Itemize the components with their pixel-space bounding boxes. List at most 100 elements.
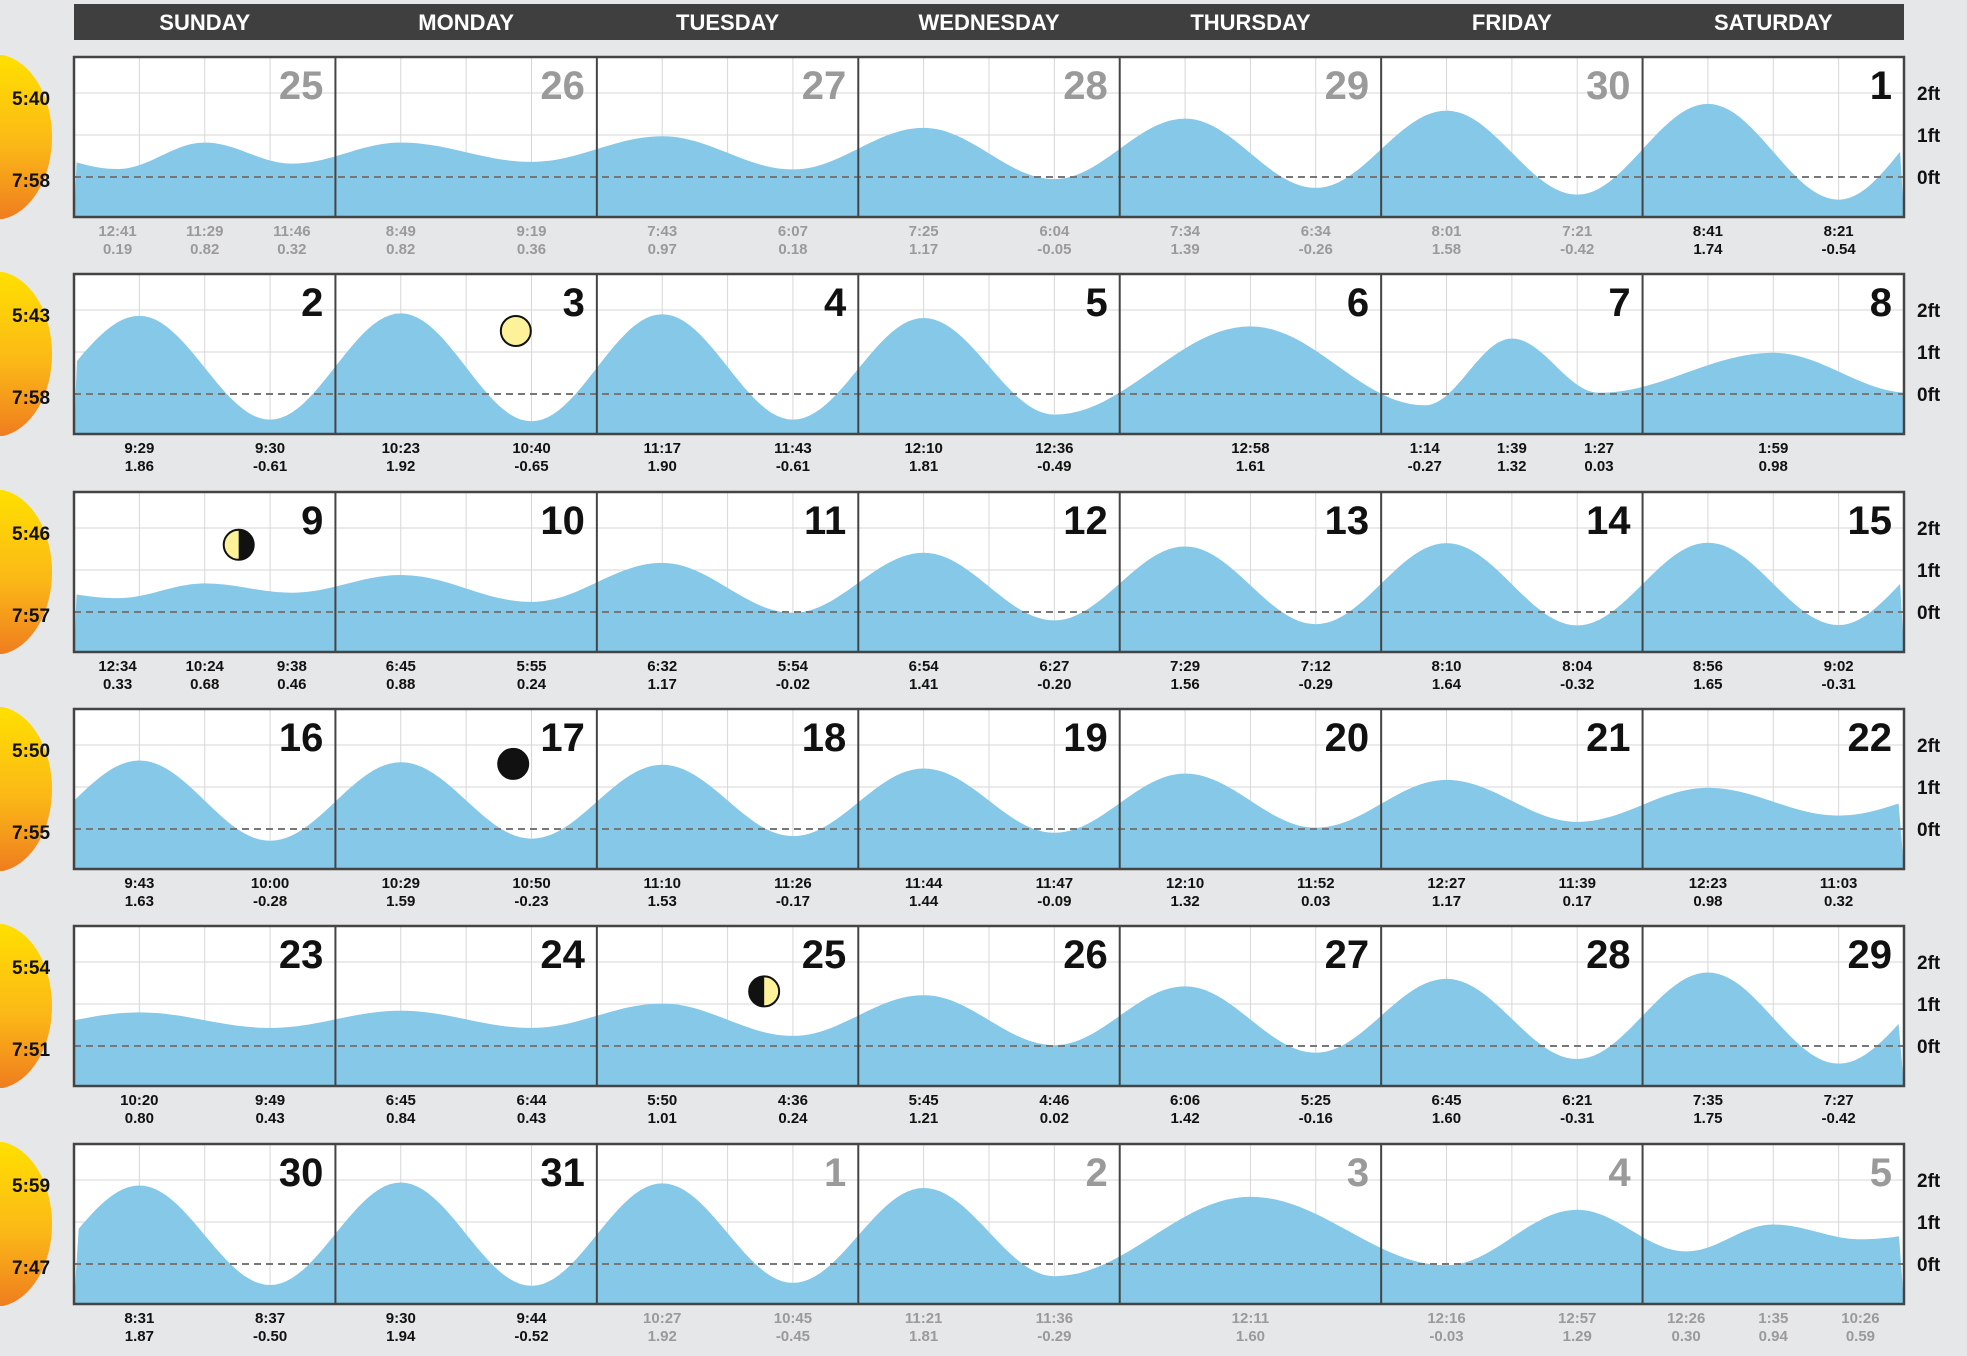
tide-height-label: -0.61 bbox=[776, 458, 810, 475]
weekday-header: THURSDAY bbox=[1190, 10, 1311, 35]
tide-height-label: 1.44 bbox=[909, 893, 939, 910]
sunset-time: 7:47 bbox=[12, 1258, 50, 1279]
tide-time-label: 7:27 bbox=[1824, 1092, 1854, 1109]
sunrise-time: 5:40 bbox=[12, 89, 50, 110]
tide-height-label: 1.17 bbox=[648, 676, 677, 693]
tide-height-label: 0.03 bbox=[1301, 893, 1330, 910]
tide-time-label: 7:35 bbox=[1693, 1092, 1723, 1109]
tide-height-label: -0.42 bbox=[1822, 1110, 1856, 1127]
tide-time-label: 10:23 bbox=[382, 440, 420, 457]
tide-height-label: -0.16 bbox=[1299, 1110, 1333, 1127]
day-number: 2 bbox=[1085, 1151, 1107, 1195]
tide-time-label: 5:45 bbox=[909, 1092, 939, 1109]
week-row: 5:46 7:57 9 10 11 12 13 14 15 2ft 1ft 0ft 12:340.33 1… bbox=[0, 490, 1941, 693]
moon-new-icon bbox=[497, 747, 530, 780]
tide-height-label: 0.03 bbox=[1584, 458, 1613, 475]
y-tick-label: 2ft bbox=[1917, 1171, 1941, 1192]
sunset-time: 7:51 bbox=[12, 1040, 50, 1061]
tide-area bbox=[74, 760, 1904, 869]
tide-time-label: 1:59 bbox=[1758, 440, 1788, 457]
tide-time-label: 12:23 bbox=[1689, 875, 1727, 892]
tide-time-label: 8:01 bbox=[1431, 223, 1461, 240]
y-tick-label: 1ft bbox=[1917, 343, 1941, 364]
tide-height-label: 1.90 bbox=[648, 458, 677, 475]
tide-height-label: -0.29 bbox=[1037, 1328, 1071, 1345]
tide-time-label: 5:25 bbox=[1301, 1092, 1331, 1109]
day-number: 8 bbox=[1870, 281, 1892, 325]
tide-height-label: -0.27 bbox=[1408, 458, 1442, 475]
tide-height-label: 0.43 bbox=[255, 1110, 284, 1127]
tide-time-label: 1:27 bbox=[1584, 440, 1614, 457]
sunset-time: 7:58 bbox=[12, 171, 50, 192]
week-panel-border bbox=[72, 55, 1906, 219]
y-tick-label: 2ft bbox=[1917, 84, 1941, 105]
tide-height-label: 0.98 bbox=[1693, 893, 1722, 910]
tide-height-label: 0.59 bbox=[1846, 1328, 1875, 1345]
sunset-time: 7:57 bbox=[12, 606, 50, 627]
tide-time-label: 8:31 bbox=[124, 1310, 154, 1327]
tide-height-label: 0.02 bbox=[1040, 1110, 1069, 1127]
tide-time-label: 6:07 bbox=[778, 223, 808, 240]
week-row: 5:54 7:51 23 24 25 26 27 28 29 2ft 1ft 0ft 10:200.80… bbox=[0, 924, 1941, 1127]
tide-height-label: 0.32 bbox=[1824, 893, 1853, 910]
sunset-time: 7:55 bbox=[12, 823, 50, 844]
tide-time-label: 8:04 bbox=[1562, 658, 1593, 675]
tide-time-label: 10:40 bbox=[512, 440, 550, 457]
y-tick-label: 2ft bbox=[1917, 736, 1941, 757]
day-number: 21 bbox=[1586, 716, 1631, 760]
tide-time-label: 6:45 bbox=[386, 1092, 416, 1109]
day-number: 13 bbox=[1325, 499, 1370, 543]
day-number: 6 bbox=[1347, 281, 1369, 325]
tide-height-label: -0.42 bbox=[1560, 241, 1594, 258]
tide-time-label: 4:36 bbox=[778, 1092, 808, 1109]
sunset-time: 7:58 bbox=[12, 388, 50, 409]
y-tick-label: 1ft bbox=[1917, 561, 1941, 582]
tide-height-label: 1.94 bbox=[386, 1328, 416, 1345]
tide-time-label: 12:27 bbox=[1427, 875, 1465, 892]
tide-time-label: 11:03 bbox=[1820, 875, 1858, 892]
tide-time-label: 11:36 bbox=[1036, 1310, 1074, 1327]
tide-area bbox=[74, 542, 1904, 652]
tide-time-label: 6:45 bbox=[386, 658, 416, 675]
weekday-header: SATURDAY bbox=[1714, 10, 1833, 35]
tide-time-label: 9:30 bbox=[386, 1310, 416, 1327]
tide-height-label: 0.68 bbox=[190, 676, 219, 693]
tide-time-label: 9:30 bbox=[255, 440, 285, 457]
week-panel-border bbox=[72, 924, 1906, 1088]
tide-time-label: 11:44 bbox=[905, 875, 943, 892]
tide-time-label: 6:06 bbox=[1170, 1092, 1200, 1109]
tide-height-label: 1.29 bbox=[1563, 1328, 1592, 1345]
day-number: 31 bbox=[540, 1151, 585, 1195]
sunrise-time: 5:43 bbox=[12, 306, 50, 327]
tide-height-label: 1.92 bbox=[648, 1328, 677, 1345]
tide-height-label: 0.94 bbox=[1759, 1328, 1789, 1345]
tide-height-label: -0.09 bbox=[1037, 893, 1071, 910]
week-row: 5:50 7:55 16 17 18 19 20 21 22 2ft 1ft 0ft 9:431.63 1… bbox=[0, 707, 1941, 910]
weekday-header: SUNDAY bbox=[159, 10, 250, 35]
sun-icon bbox=[0, 1142, 53, 1306]
moon-last-quarter-icon bbox=[222, 528, 255, 561]
tide-height-label: 1.32 bbox=[1170, 893, 1199, 910]
tide-time-label: 11:29 bbox=[186, 223, 224, 240]
tide-time-label: 9:49 bbox=[255, 1092, 285, 1109]
day-number: 14 bbox=[1586, 499, 1631, 543]
tide-height-label: 1.59 bbox=[386, 893, 415, 910]
moon-first-quarter-icon bbox=[748, 975, 781, 1008]
y-tick-label: 1ft bbox=[1917, 778, 1941, 799]
day-number: 28 bbox=[1586, 933, 1631, 977]
sun-icon bbox=[0, 272, 53, 436]
tide-time-label: 5:54 bbox=[778, 658, 809, 675]
tide-height-label: 0.30 bbox=[1672, 1328, 1701, 1345]
day-number: 15 bbox=[1848, 499, 1893, 543]
tide-height-label: 1.61 bbox=[1236, 458, 1265, 475]
tide-time-label: 8:37 bbox=[255, 1310, 285, 1327]
tide-height-label: 1.60 bbox=[1432, 1110, 1461, 1127]
tide-height-label: 0.82 bbox=[386, 241, 415, 258]
tide-time-label: 8:56 bbox=[1693, 658, 1723, 675]
y-tick-label: 0ft bbox=[1917, 603, 1941, 624]
day-number: 4 bbox=[824, 281, 847, 325]
tide-time-label: 8:49 bbox=[386, 223, 416, 240]
tide-height-label: -0.28 bbox=[253, 893, 287, 910]
tide-time-label: 9:02 bbox=[1824, 658, 1854, 675]
